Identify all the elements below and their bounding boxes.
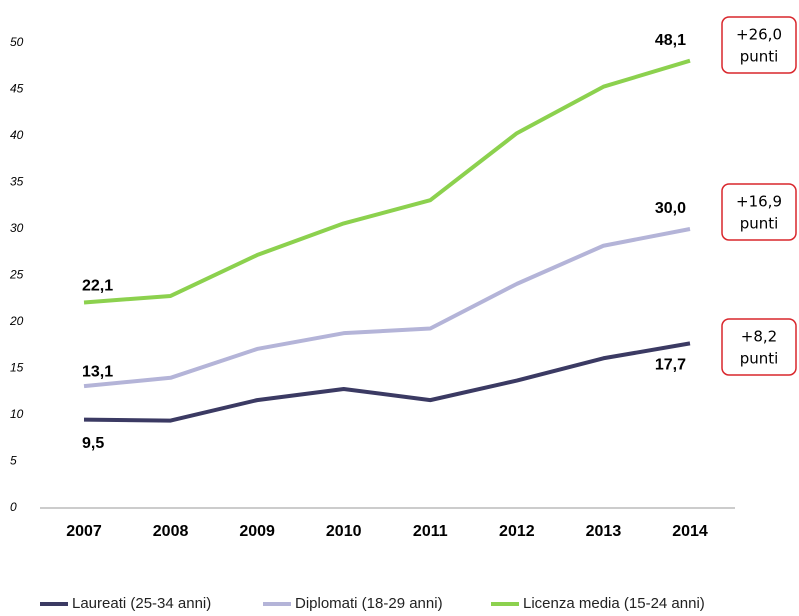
- annotation-text: punti: [740, 350, 779, 368]
- annotation-text: +16,9: [736, 193, 782, 211]
- annotation-box: [721, 183, 797, 241]
- x-tick-label: 2012: [499, 523, 535, 540]
- series-line: [83, 227, 691, 389]
- data-label: 13,1: [82, 363, 113, 380]
- y-tick-label: 35: [10, 175, 24, 189]
- annotation-text: +26,0: [736, 26, 782, 44]
- data-label: 30,0: [655, 200, 686, 217]
- data-label: 9,5: [82, 435, 104, 452]
- y-tick-label: 5: [10, 454, 17, 468]
- y-tick-label: 15: [10, 361, 24, 375]
- annotation-box: [721, 318, 797, 376]
- annotation-box: [721, 16, 797, 74]
- data-label: 17,7: [655, 357, 686, 374]
- x-tick-label: 2007: [66, 523, 102, 540]
- x-tick-label: 2011: [413, 523, 448, 540]
- series-line: [83, 341, 691, 423]
- series-line: [83, 58, 691, 305]
- y-tick-label: 50: [10, 35, 24, 49]
- legend-label: Diplomati (18-29 anni): [295, 595, 443, 612]
- x-tick-label: 2014: [672, 523, 708, 540]
- annotation-text: +8,2: [741, 328, 777, 346]
- annotation-text: punti: [740, 215, 779, 233]
- y-tick-label: 40: [10, 128, 24, 142]
- y-tick-label: 0: [10, 500, 17, 514]
- x-tick-label: 2008: [153, 523, 189, 540]
- y-tick-label: 30: [10, 221, 24, 235]
- legend-label: Licenza media (15-24 anni): [523, 595, 705, 612]
- legend-label: Laureati (25-34 anni): [72, 595, 211, 612]
- x-tick-label: 2010: [326, 523, 362, 540]
- x-tick-label: 2009: [239, 523, 275, 540]
- y-tick-label: 45: [10, 82, 24, 96]
- annotation-text: punti: [740, 48, 779, 66]
- y-tick-label: 20: [9, 314, 24, 328]
- data-label: 22,1: [82, 278, 113, 295]
- y-tick-label: 25: [9, 268, 24, 282]
- x-tick-label: 2013: [586, 523, 622, 540]
- y-tick-label: 10: [10, 407, 24, 421]
- data-label: 48,1: [655, 32, 686, 49]
